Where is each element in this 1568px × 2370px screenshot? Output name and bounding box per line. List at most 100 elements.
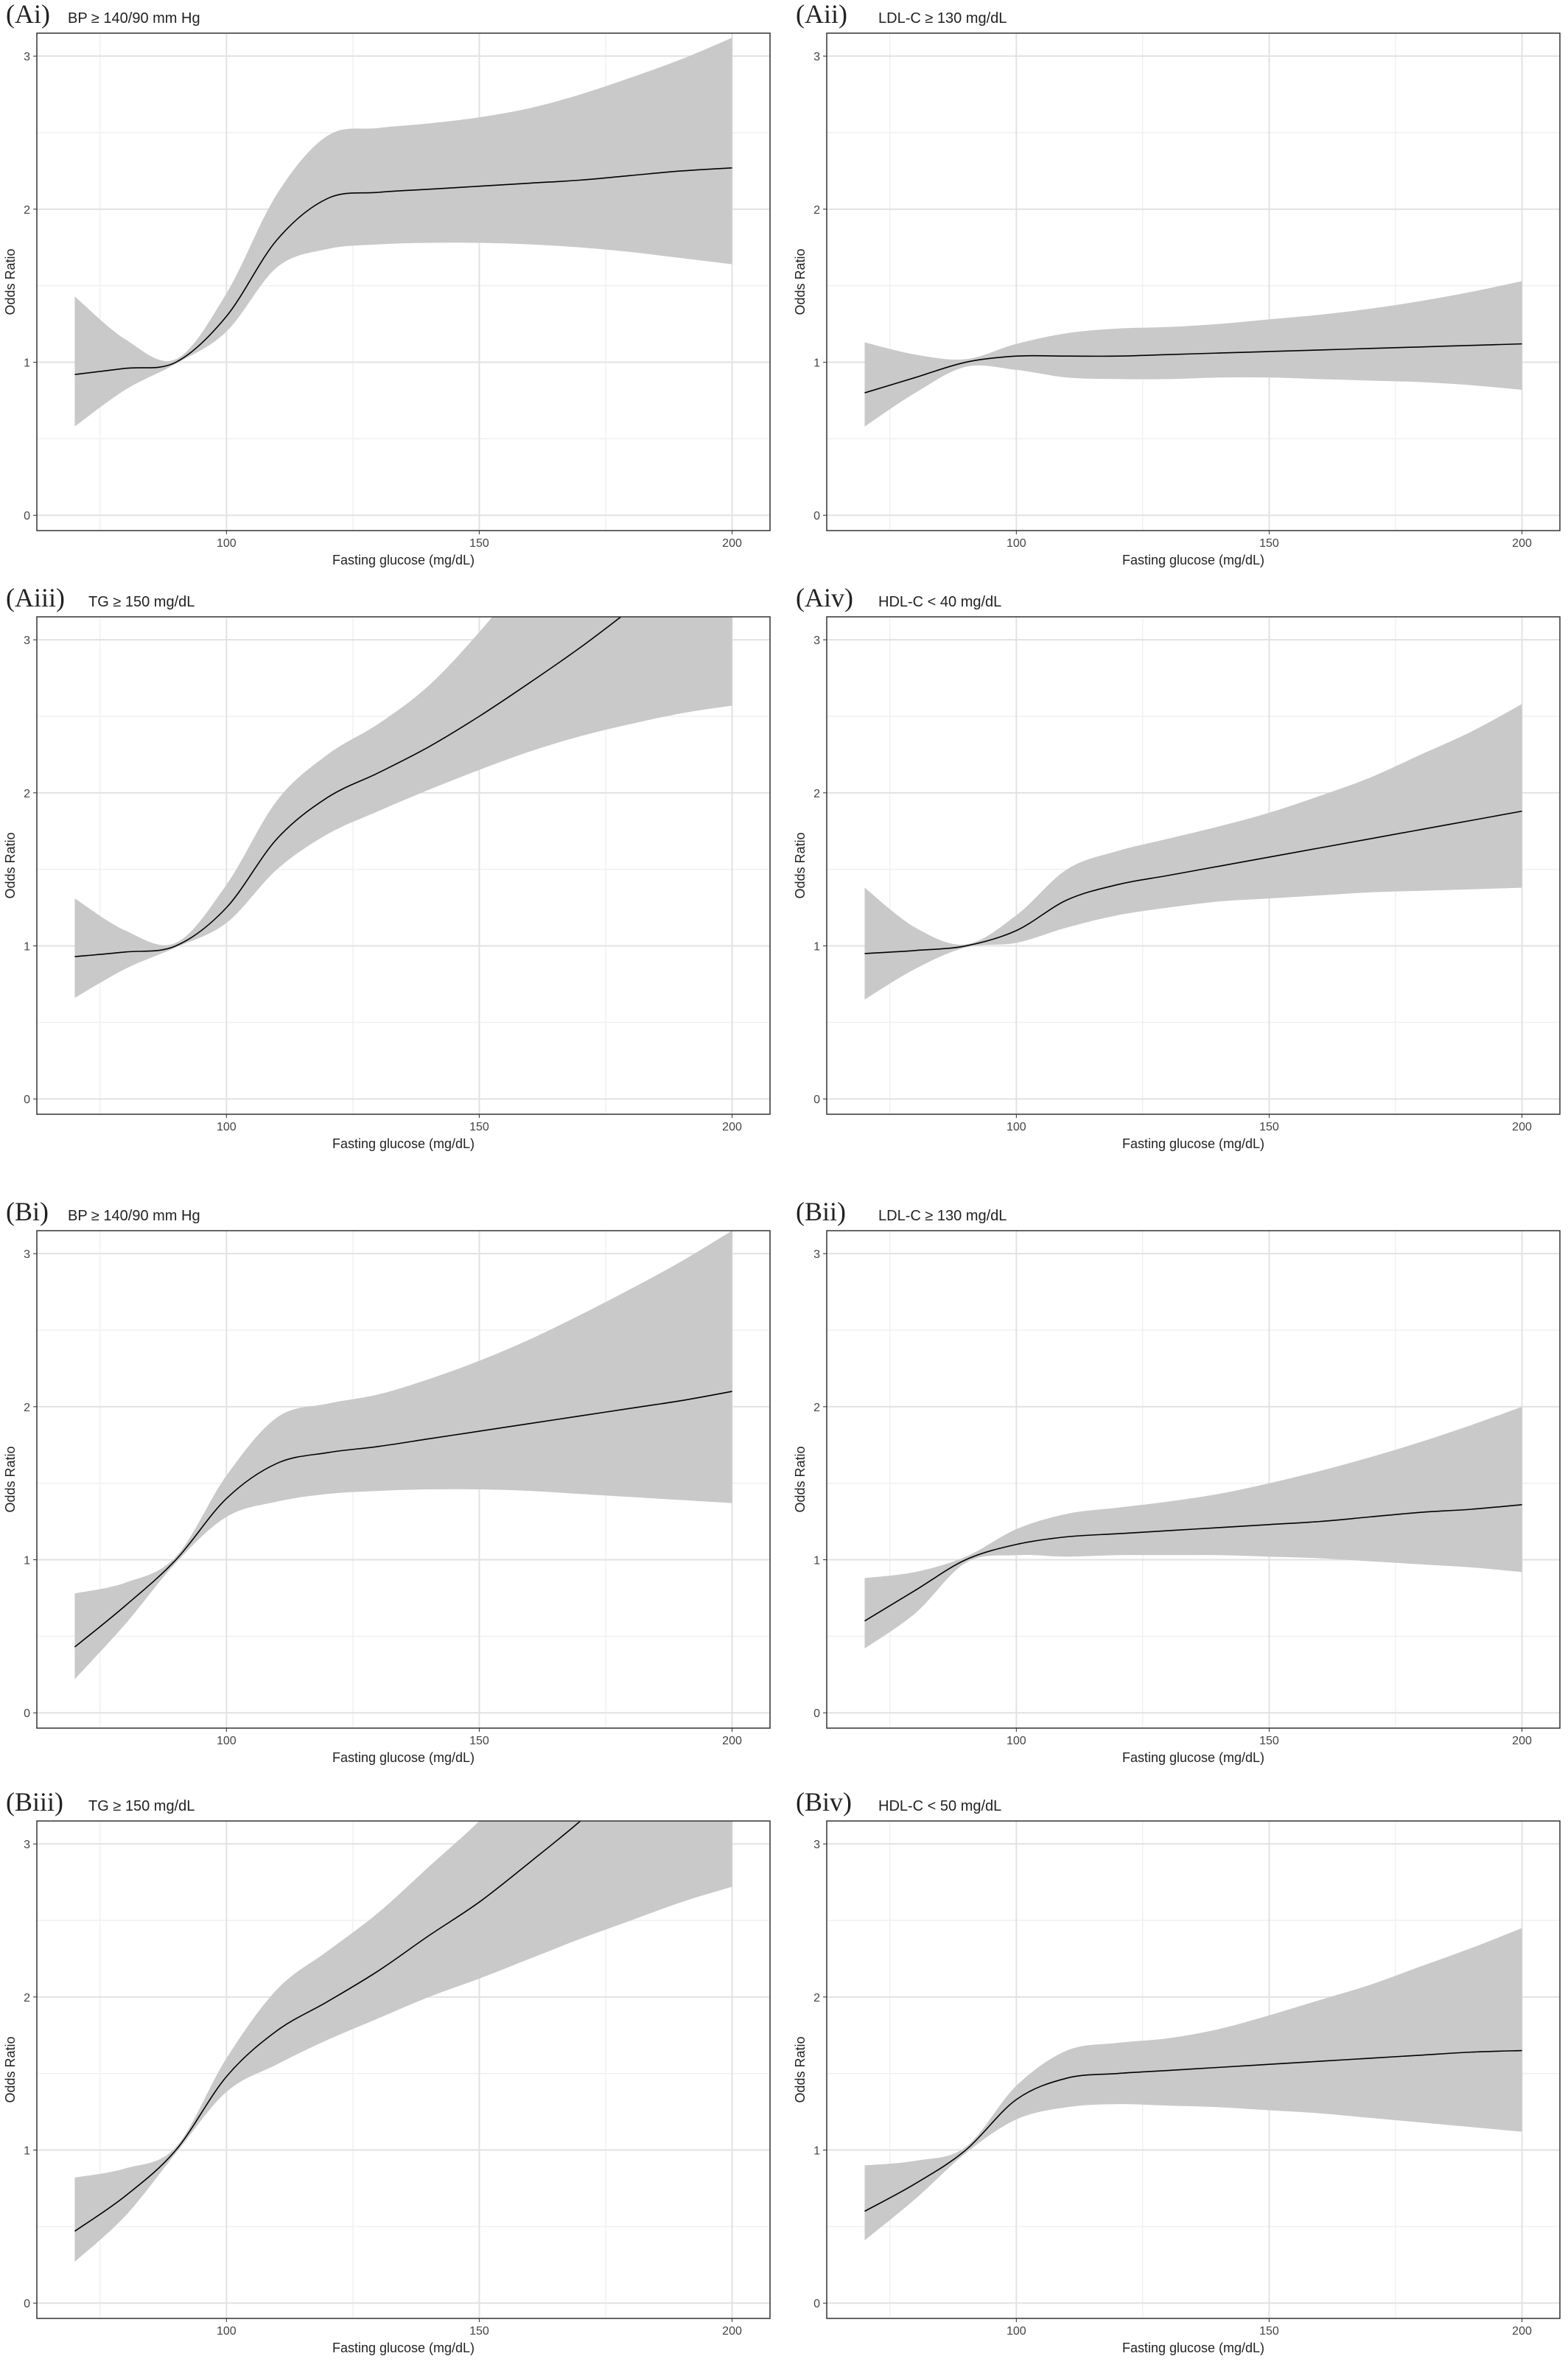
x-tick-label: 200 [722, 537, 742, 550]
x-axis-label: Fasting glucose (mg/dL) [1122, 2341, 1264, 2355]
x-tick-label: 150 [469, 537, 489, 550]
x-axis-label: Fasting glucose (mg/dL) [332, 1750, 475, 1765]
x-tick-label: 150 [469, 2325, 489, 2338]
x-axis-label: Fasting glucose (mg/dL) [1122, 1750, 1264, 1765]
y-tick-label: 1 [24, 1555, 30, 1567]
panel-subtitle: LDL-C ≥ 130 mg/dL [878, 10, 1007, 27]
x-axis-label: Fasting glucose (mg/dL) [1122, 1136, 1264, 1151]
x-tick-label: 100 [1007, 537, 1026, 550]
y-tick-label: 2 [813, 1402, 820, 1414]
plot-border [36, 1230, 771, 1729]
panel-subtitle: BP ≥ 140/90 mm Hg [68, 10, 200, 27]
panel-label: (Aii) [796, 0, 847, 29]
line [74, 1391, 732, 1648]
panel-label: (Aiv) [796, 583, 853, 612]
plot-area [864, 704, 1522, 1000]
y-tick-label: 0 [813, 1094, 820, 1106]
x-axis-label: Fasting glucose (mg/dL) [1122, 553, 1264, 567]
confidence-band [864, 1928, 1522, 2241]
plot-border [826, 1230, 1561, 1729]
y-tick-label: 0 [813, 1707, 820, 1720]
y-tick-label: 2 [813, 788, 820, 800]
y-tick-label: 2 [813, 204, 820, 217]
y-tick-label: 1 [24, 357, 30, 370]
x-tick-label: 150 [1259, 2325, 1279, 2338]
x-tick-label: 100 [217, 1735, 237, 1747]
y-tick-label: 3 [24, 51, 30, 63]
panel: (Aiii) TG ≥ 150 mg/dL 100 150 200 0 1 2 3 Fasting… [3, 583, 771, 1151]
y-axis-label: Odds Ratio [3, 832, 18, 898]
line [74, 1821, 581, 2232]
panel-label: (Biii) [6, 1787, 63, 1817]
plot-area [74, 1231, 732, 1679]
x-tick-label: 200 [722, 1735, 742, 1747]
y-tick-label: 1 [24, 941, 30, 954]
y-tick-label: 0 [24, 1094, 30, 1106]
y-tick-label: 2 [813, 1992, 820, 2004]
y-tick-label: 1 [813, 357, 820, 370]
y-axis-label: Odds Ratio [793, 832, 808, 898]
x-tick-label: 150 [1259, 1735, 1279, 1747]
x-tick-label: 200 [722, 2325, 742, 2338]
y-axis-label: Odds Ratio [793, 1446, 808, 1512]
panel: (Biii) TG ≥ 150 mg/dL 100 150 200 0 1 2 3 Fasting… [3, 1787, 771, 2355]
y-tick-label: 1 [813, 2145, 820, 2158]
x-tick-label: 100 [1007, 1121, 1026, 1133]
x-axis-label: Fasting glucose (mg/dL) [332, 2341, 475, 2355]
y-tick-label: 2 [24, 1402, 30, 1414]
line [74, 617, 622, 957]
confidence-band [864, 704, 1522, 1000]
confidence-band [864, 1406, 1522, 1649]
confidence-band [74, 617, 732, 999]
confidence-band [74, 38, 732, 427]
x-axis-label: Fasting glucose (mg/dL) [332, 553, 475, 567]
x-tick-label: 100 [217, 537, 237, 550]
y-tick-label: 2 [24, 204, 30, 217]
panel-subtitle: TG ≥ 150 mg/dL [88, 1798, 195, 1814]
y-tick-label: 1 [24, 2145, 30, 2158]
x-tick-label: 100 [1007, 1735, 1026, 1747]
panel-subtitle: LDL-C ≥ 130 mg/dL [878, 1208, 1007, 1224]
plot-border [826, 32, 1561, 531]
y-axis-label: Odds Ratio [793, 2036, 808, 2102]
plot-area [74, 617, 732, 999]
y-tick-label: 0 [24, 510, 30, 522]
plot-border [826, 1820, 1561, 2319]
line [864, 810, 1522, 954]
x-tick-label: 200 [1512, 1121, 1532, 1133]
y-tick-label: 3 [813, 51, 820, 63]
line [864, 2049, 1522, 2212]
y-tick-label: 3 [813, 635, 820, 647]
panel: (Bi) BP ≥ 140/90 mm Hg 100 150 200 0 1 2 3 Fastin… [3, 1197, 771, 1765]
y-tick-label: 0 [24, 1707, 30, 1720]
panel-subtitle: TG ≥ 150 mg/dL [88, 594, 195, 610]
y-tick-label: 0 [24, 2298, 30, 2310]
confidence-band [74, 1231, 732, 1679]
y-axis-label: Odds Ratio [3, 1446, 18, 1512]
line [864, 1503, 1522, 1622]
y-tick-label: 3 [813, 1248, 820, 1261]
panel-label: (Bii) [796, 1197, 846, 1226]
x-tick-label: 100 [1007, 2325, 1026, 2338]
panel: (Ai) BP ≥ 140/90 mm Hg 100 150 200 0 1 2 3 Fastin… [3, 0, 771, 567]
panel-subtitle: HDL-C < 40 mg/dL [878, 594, 1001, 610]
x-tick-label: 150 [469, 1121, 489, 1133]
y-tick-label: 2 [24, 1992, 30, 2004]
x-tick-label: 100 [217, 2325, 237, 2338]
y-axis-label: Odds Ratio [793, 248, 808, 315]
panel-label: (Aiii) [6, 583, 65, 612]
y-tick-label: 0 [813, 510, 820, 522]
line [74, 167, 732, 375]
plot-border [826, 616, 1561, 1115]
panel-label: (Bi) [6, 1197, 49, 1226]
panel: (Aiv) HDL-C < 40 mg/dL 100 150 200 0 1 2 3 Fastin… [793, 583, 1561, 1151]
x-tick-label: 200 [1512, 1735, 1532, 1747]
panel-subtitle: HDL-C < 50 mg/dL [878, 1798, 1001, 1814]
panel-label: (Biv) [796, 1787, 852, 1817]
x-tick-label: 100 [217, 1121, 237, 1133]
x-tick-label: 150 [469, 1735, 489, 1747]
y-tick-label: 3 [24, 1839, 30, 1851]
plot-area [864, 1406, 1522, 1649]
x-tick-label: 150 [1259, 537, 1279, 550]
confidence-band [74, 1821, 732, 2262]
